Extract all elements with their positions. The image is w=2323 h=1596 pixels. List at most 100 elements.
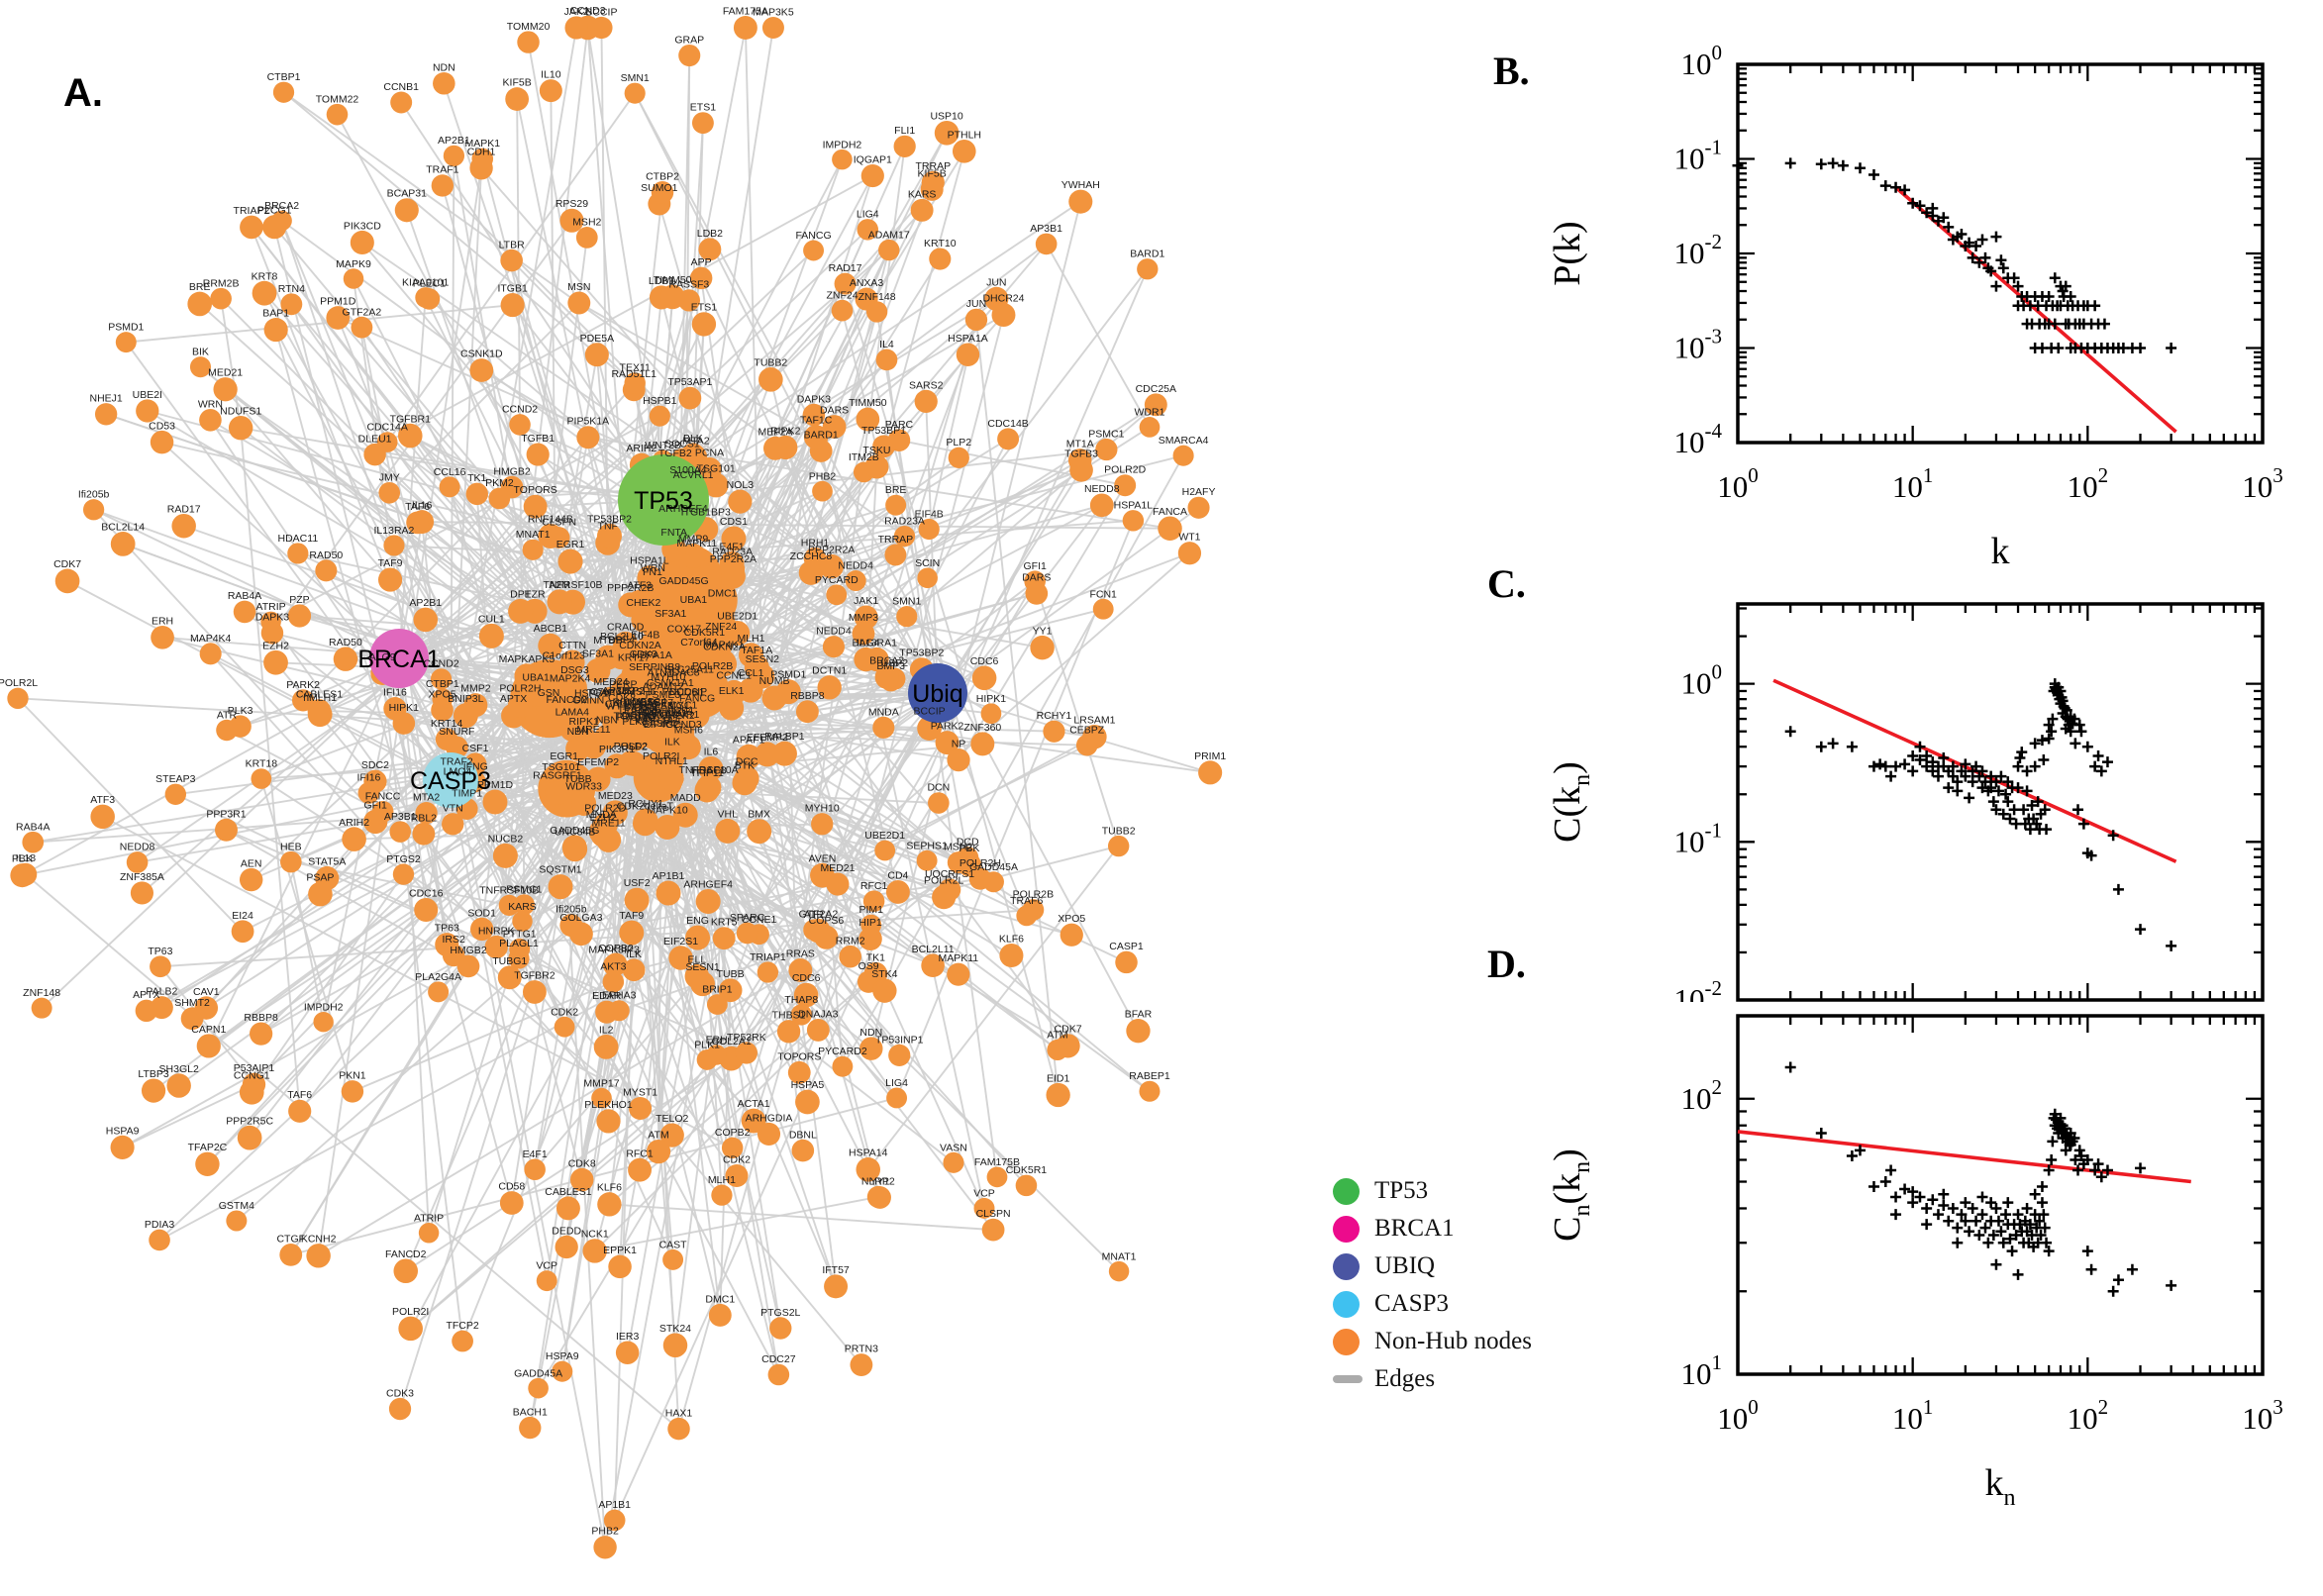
network-node	[741, 1108, 766, 1134]
network-node	[569, 1167, 594, 1192]
network-edge	[1034, 580, 1120, 847]
network-node-label: SMN1	[621, 72, 650, 84]
network-edge	[224, 388, 585, 805]
network-edge	[137, 535, 611, 863]
network-node-label: WT1	[1178, 532, 1200, 544]
data-point-marker	[1960, 758, 1971, 770]
network-node-label: ITGB1BP3	[681, 507, 731, 519]
network-node	[856, 1157, 881, 1182]
network-node-label: DBF4	[608, 635, 635, 647]
network-node	[1172, 445, 1194, 466]
network-node-label: CDS1	[720, 516, 748, 528]
network-node-label: EI24	[232, 910, 253, 922]
network-node-label: SDC2	[361, 759, 389, 771]
network-node	[767, 1363, 790, 1386]
network-node	[1158, 516, 1182, 541]
network-node-label: DBNL	[789, 1129, 817, 1141]
network-node-label: MAPK8IP3	[588, 944, 640, 955]
network-node	[263, 649, 288, 675]
network-node-label: A2M	[549, 579, 570, 591]
network-node	[414, 897, 439, 923]
network-node	[624, 82, 646, 104]
network-node-label: PBK	[12, 853, 33, 865]
data-point-marker	[2046, 726, 2058, 738]
network-node-label: TUBB	[564, 773, 592, 785]
network-node-label: HSPA9	[546, 1350, 579, 1362]
network-node	[720, 556, 746, 582]
network-node-label: EIF4G2	[644, 719, 679, 731]
network-node	[509, 414, 531, 436]
network-node	[1177, 542, 1202, 565]
network-node-label: DMC1	[705, 1293, 735, 1305]
network-node	[126, 851, 149, 873]
network-node-label: DLEU1	[358, 433, 392, 445]
network-node	[584, 343, 609, 367]
network-node-label: SESN1	[685, 961, 720, 973]
network-node	[795, 1089, 820, 1115]
data-point-marker	[1979, 776, 1991, 788]
network-node-label: CTBP1	[426, 678, 459, 690]
data-point-marker	[2072, 804, 2084, 816]
network-node-label: CCNE1	[742, 914, 777, 926]
network-node	[658, 765, 684, 791]
network-node-label: BARD1	[1130, 249, 1164, 260]
network-node-label: MAP3K5	[753, 7, 794, 19]
data-point-marker	[1952, 785, 1964, 797]
network-edge	[480, 27, 589, 930]
network-node-label: hMLH1	[303, 692, 337, 704]
network-node-label: ANXA3	[850, 277, 884, 289]
axis-tick-label: 10-3	[1674, 325, 1723, 365]
network-node	[896, 606, 918, 628]
network-node	[721, 526, 747, 551]
network-node-label: CDC27	[761, 1353, 796, 1365]
network-node-label: PPP3R1	[206, 808, 246, 820]
network-node-label: CABLES1	[296, 689, 343, 701]
network-node	[528, 1377, 549, 1399]
network-node	[1114, 474, 1137, 497]
axis-tick-label: 103	[2242, 1395, 2283, 1436]
network-node	[171, 513, 196, 539]
network-node-label: ARIH2	[339, 817, 369, 829]
network-node-label: EPPK1	[603, 1245, 637, 1256]
network-node	[868, 1186, 891, 1209]
network-node-label: DCD	[957, 837, 979, 848]
network-node	[624, 372, 646, 394]
scatter-points	[1732, 157, 2177, 353]
axis-tick-label: 102	[2068, 1395, 2109, 1436]
network-node	[832, 1055, 854, 1077]
network-edge	[559, 783, 607, 1547]
network-node-label: PERP	[609, 678, 638, 690]
network-node-label: ARHGEF4	[683, 878, 733, 890]
data-point-marker	[2047, 713, 2059, 725]
network-edge	[409, 440, 900, 1330]
network-edge	[651, 729, 960, 863]
axis-tick-label: 101	[1681, 1350, 1723, 1391]
network-node	[646, 1139, 671, 1164]
scatter-points	[1784, 1061, 2177, 1297]
network-node	[604, 753, 630, 779]
brca1-dot-icon	[1333, 1215, 1360, 1243]
network-node-label: CSNK1D	[460, 349, 503, 360]
data-point-marker	[2039, 1222, 2051, 1234]
network-node-label: BACH1	[513, 1406, 548, 1418]
network-node-label: VHL	[718, 808, 739, 820]
network-node	[593, 1536, 617, 1559]
network-node	[817, 675, 842, 700]
data-point-marker	[1921, 1219, 1933, 1231]
network-node	[150, 955, 171, 978]
network-node-label: CCND3	[569, 5, 605, 17]
network-node-label: VTN	[443, 803, 463, 815]
network-node-label: SCIN	[915, 557, 940, 569]
network-node-label: ZNF148	[858, 291, 896, 303]
network-node-label: PDE5A	[580, 333, 614, 345]
network-node-label: TOMM20	[507, 21, 551, 33]
data-point-marker	[2065, 726, 2076, 738]
network-node	[822, 636, 845, 658]
data-point-marker	[2014, 751, 2026, 763]
network-node-label: PSAP	[306, 871, 334, 883]
data-point-marker	[2043, 733, 2055, 745]
network-node	[439, 476, 460, 498]
network-node-label: NP	[952, 738, 966, 749]
network-node-label: TOMM22	[316, 93, 359, 105]
network-node-label: BAP1	[262, 308, 289, 320]
